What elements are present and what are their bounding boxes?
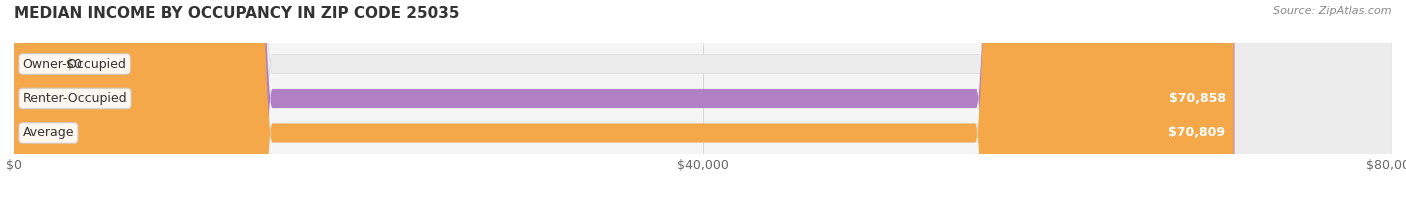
Text: MEDIAN INCOME BY OCCUPANCY IN ZIP CODE 25035: MEDIAN INCOME BY OCCUPANCY IN ZIP CODE 2… (14, 6, 460, 21)
Text: Average: Average (22, 126, 75, 139)
Text: Owner-Occupied: Owner-Occupied (22, 58, 127, 71)
FancyBboxPatch shape (14, 0, 1234, 197)
Text: Source: ZipAtlas.com: Source: ZipAtlas.com (1274, 6, 1392, 16)
Text: $70,809: $70,809 (1168, 126, 1225, 139)
FancyBboxPatch shape (14, 0, 1233, 197)
Text: $70,858: $70,858 (1168, 92, 1226, 105)
FancyBboxPatch shape (14, 0, 1392, 197)
FancyBboxPatch shape (14, 0, 1392, 197)
Text: $0: $0 (66, 58, 82, 71)
FancyBboxPatch shape (14, 0, 1392, 197)
Text: Renter-Occupied: Renter-Occupied (22, 92, 128, 105)
